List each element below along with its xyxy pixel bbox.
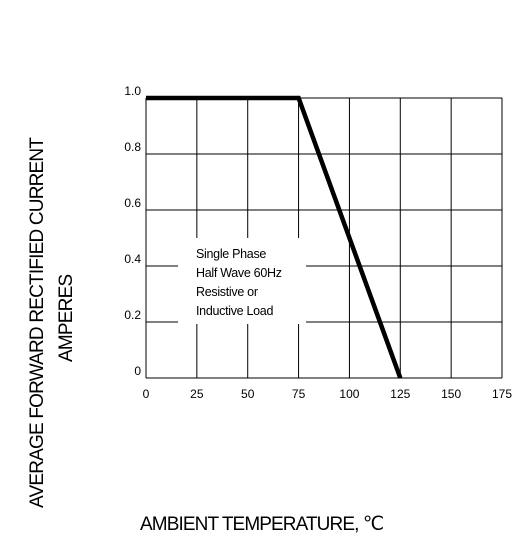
- y-tick-label-1: 0.2: [124, 308, 141, 322]
- annotation-line-4: Inductive Load: [196, 304, 273, 318]
- y-tick-label-5: 1.0: [124, 84, 141, 98]
- y-tick-label-4: 0.8: [124, 140, 141, 154]
- y-axis-label-line1: AVERAGE FORWARD RECTIFIED CURRENT: [27, 137, 48, 508]
- x-tick-label-0: 0: [143, 387, 150, 401]
- annotation-line-2: Half Wave 60Hz: [196, 266, 282, 280]
- x-tick-label-1: 25: [190, 387, 204, 401]
- y-tick-label-3: 0.6: [124, 196, 141, 210]
- x-tick-label-3: 75: [292, 387, 306, 401]
- y-axis-label-line2: AMPERES: [56, 275, 77, 362]
- annotation-line-1: Single Phase: [196, 247, 266, 261]
- x-tick-label-5: 125: [390, 387, 410, 401]
- y-tick-labels: 0 0.2 0.4 0.6 0.8 1.0: [124, 84, 141, 378]
- x-tick-label-6: 150: [441, 387, 461, 401]
- x-axis-label: AMBIENT TEMPERATURE, ℃: [140, 513, 383, 536]
- y-tick-label-0: 0: [134, 364, 141, 378]
- x-tick-label-7: 175: [492, 387, 512, 401]
- annotation-line-3: Resistive or: [196, 285, 258, 299]
- x-tick-label-2: 50: [241, 387, 255, 401]
- y-tick-label-2: 0.4: [124, 252, 141, 266]
- x-tick-labels: 0 25 50 75 100 125 150 175: [143, 387, 513, 401]
- x-tick-label-4: 100: [339, 387, 359, 401]
- y-axis-label: AVERAGE FORWARD RECTIFIED CURRENT AMPERE…: [27, 137, 77, 508]
